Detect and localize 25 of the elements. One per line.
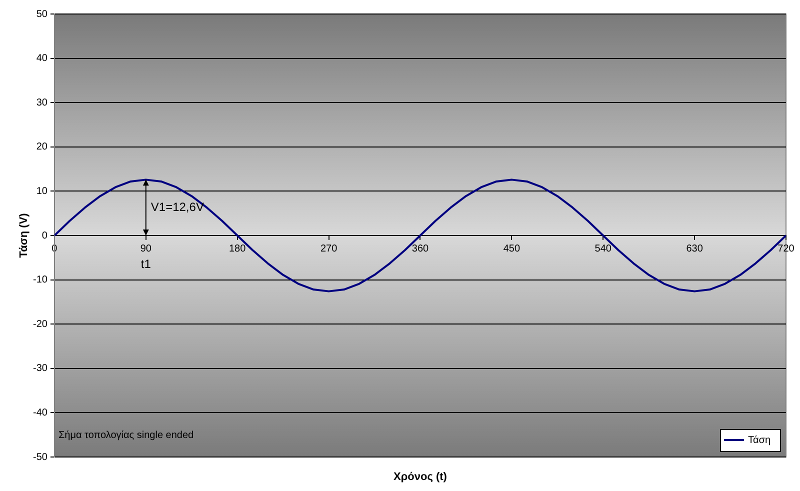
x-tick-label: 270	[320, 243, 338, 254]
y-tick-label: 0	[42, 230, 48, 242]
x-tick-label: 540	[594, 243, 612, 254]
x-tick-label: 180	[228, 243, 246, 254]
x-tick-label: 360	[412, 243, 430, 254]
y-tick-label: 50	[36, 8, 48, 20]
x-tick-label: 450	[503, 243, 520, 254]
y-tick-label: -30	[33, 363, 48, 374]
y-tick-label: -50	[33, 452, 48, 463]
y-axis-title: Τάση (V)	[18, 212, 30, 258]
annotation: Σήμα τοπολογίας single ended	[58, 430, 194, 441]
y-tick-label: -40	[33, 407, 48, 418]
legend-label: Τάση	[748, 434, 771, 446]
y-tick-label: 10	[36, 186, 48, 197]
y-tick-label: 40	[36, 53, 48, 64]
y-tick-label: -10	[33, 274, 48, 286]
x-tick-label: 630	[686, 243, 704, 254]
y-tick-label: 30	[36, 97, 48, 108]
annotation: V1=12,6V	[150, 200, 204, 214]
x-tick-label: 720	[778, 243, 795, 254]
y-tick-label: 20	[36, 142, 48, 153]
x-tick-label: 90	[140, 243, 152, 254]
annotation: t1	[140, 256, 152, 271]
y-tick-label: -20	[33, 318, 48, 330]
x-axis-title: Χρόνος (t)	[393, 471, 448, 484]
